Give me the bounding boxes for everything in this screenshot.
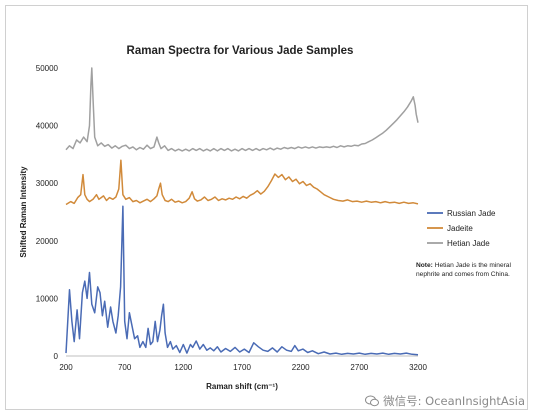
chart-note: Note: Hetian Jade is the mineral nephrit… [416, 262, 516, 279]
y-tick-label: 30000 [36, 179, 59, 188]
chart-title: Raman Spectra for Various Jade Samples [127, 45, 354, 57]
series-line-jadeite [65, 159, 419, 206]
legend-label: Jadeite [447, 224, 473, 233]
x-tick-label: 2200 [292, 363, 310, 372]
watermark: 微信号: OceanInsightAsia [365, 393, 525, 409]
legend: Russian Jade Jadeite Hetian Jade [427, 209, 496, 248]
y-axis-label: Shifted Raman Intensity [19, 166, 28, 258]
x-tick-label: 1700 [233, 363, 251, 372]
y-tick-label: 40000 [36, 122, 59, 131]
wechat-icon [365, 395, 380, 407]
x-tick-label: 1200 [174, 363, 192, 372]
note-label: Note: [416, 262, 433, 269]
x-tick-label: 2700 [350, 363, 368, 372]
legend-label: Russian Jade [447, 209, 496, 218]
watermark-text: 微信号: OceanInsightAsia [383, 394, 525, 408]
x-tick-label: 200 [59, 363, 73, 372]
y-tick-label: 0 [54, 352, 59, 361]
note-text: Hetian Jade is the mineral nephrite and … [416, 262, 511, 278]
x-axis-label: Raman shift (cm⁻¹) [206, 382, 278, 391]
legend-label: Hetian Jade [447, 239, 490, 248]
y-tick-label: 50000 [36, 64, 59, 73]
y-tick-label: 20000 [36, 237, 59, 246]
x-tick-label: 3200 [409, 363, 427, 372]
x-tick-label: 700 [118, 363, 132, 372]
y-tick-label: 10000 [36, 294, 59, 303]
series-layer [65, 67, 419, 356]
series-line-russian-jade [65, 205, 419, 356]
series-line-hetian-jade [65, 67, 419, 152]
axes: 200 700 1200 1700 2200 2700 3200 0 10000 20000 300… [36, 64, 428, 372]
